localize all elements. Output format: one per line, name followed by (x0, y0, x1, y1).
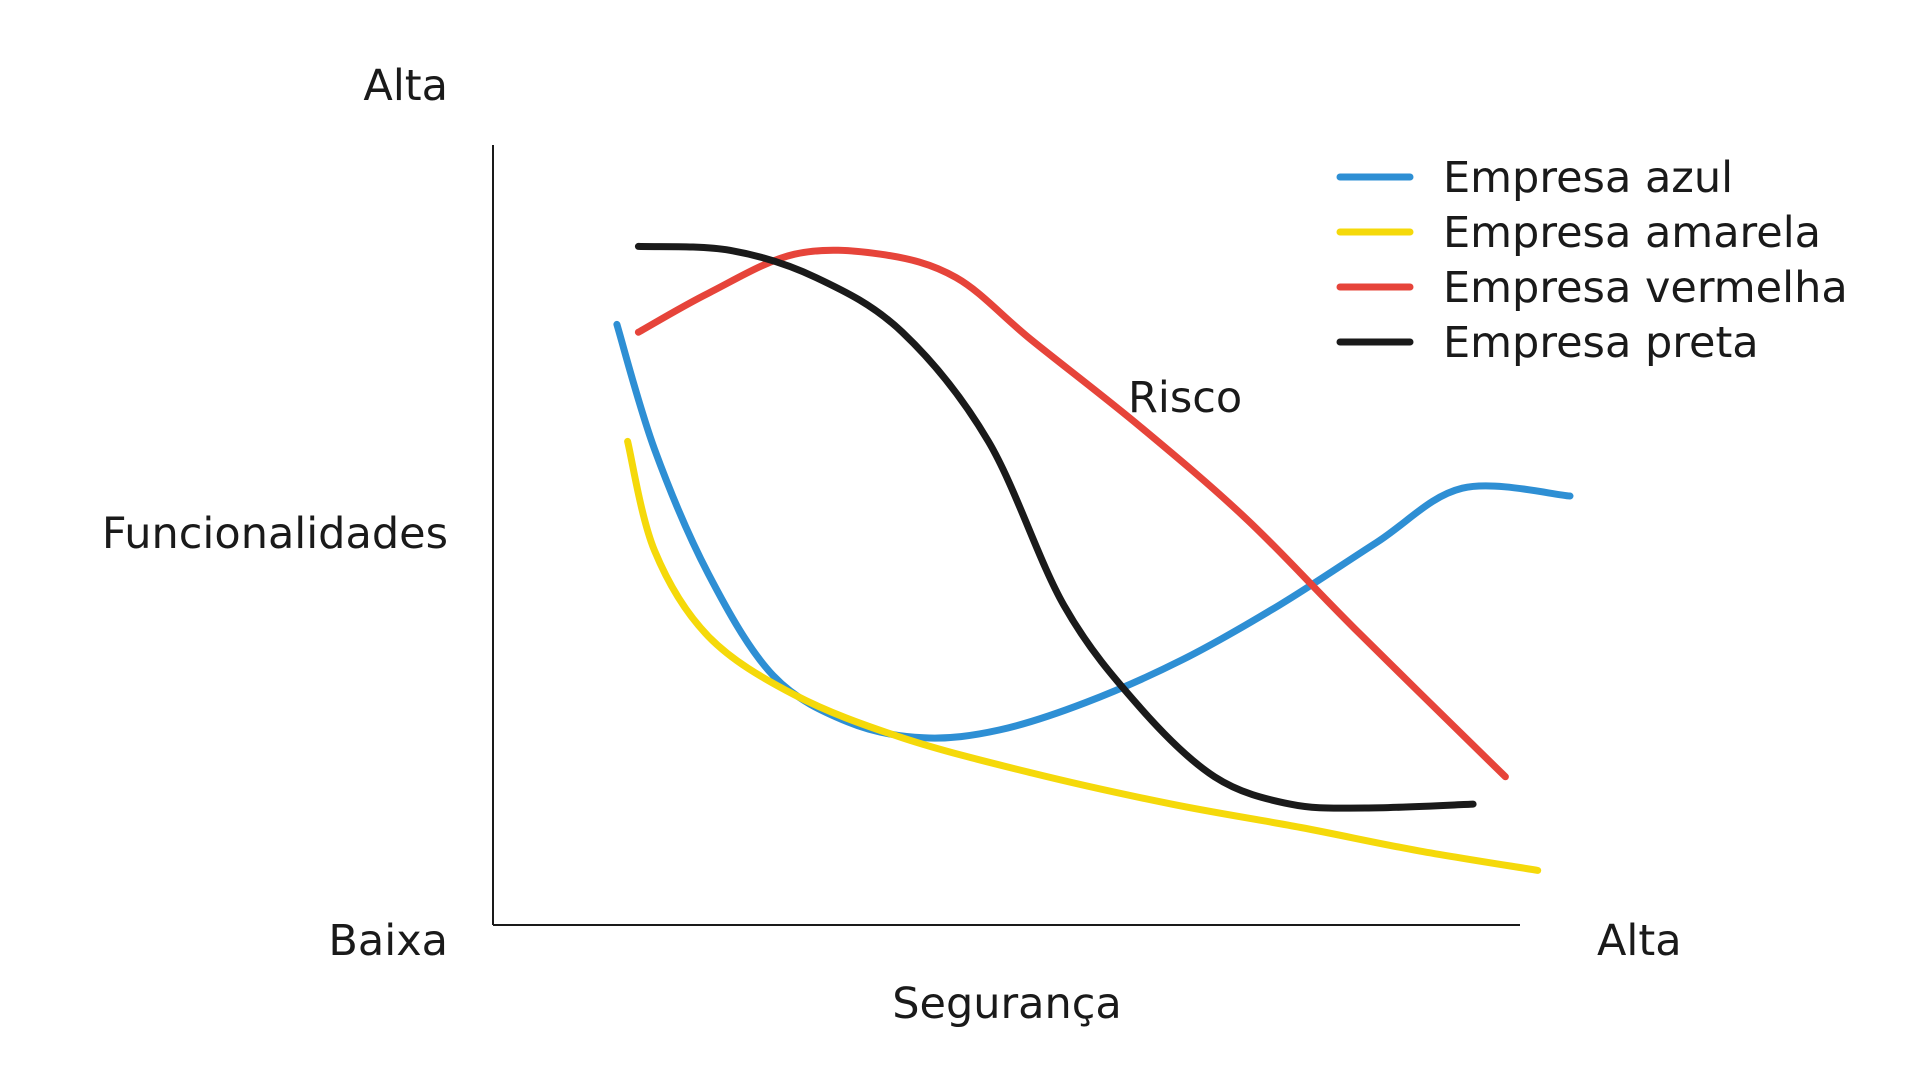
legend-label: Empresa preta (1443, 318, 1759, 368)
legend-label: Empresa amarela (1443, 208, 1821, 258)
axes (492, 145, 1520, 926)
series-line-empresa-azul (613, 320, 1574, 742)
x-high-label: Alta (1597, 916, 1682, 966)
y-high-label: Alta (363, 61, 448, 111)
series-layer (613, 242, 1574, 874)
legend-item-empresa-azul: Empresa azul (1336, 153, 1733, 203)
x-low-label: Baixa (328, 916, 448, 966)
legend-label: Empresa vermelha (1443, 263, 1848, 313)
series-line-empresa-vermelha (634, 246, 1509, 781)
legend-label: Empresa azul (1443, 153, 1733, 203)
x-axis-label: Segurança (892, 979, 1122, 1029)
legend-item-empresa-amarela: Empresa amarela (1336, 208, 1821, 258)
series-line-empresa-preta (634, 242, 1477, 812)
risk-annotation: Risco (1128, 373, 1242, 423)
legend-item-empresa-preta: Empresa preta (1336, 318, 1759, 368)
y-axis-label: Funcionalidades (102, 509, 448, 559)
legend-item-empresa-vermelha: Empresa vermelha (1336, 263, 1848, 313)
series-line-empresa-amarela (624, 437, 1542, 874)
